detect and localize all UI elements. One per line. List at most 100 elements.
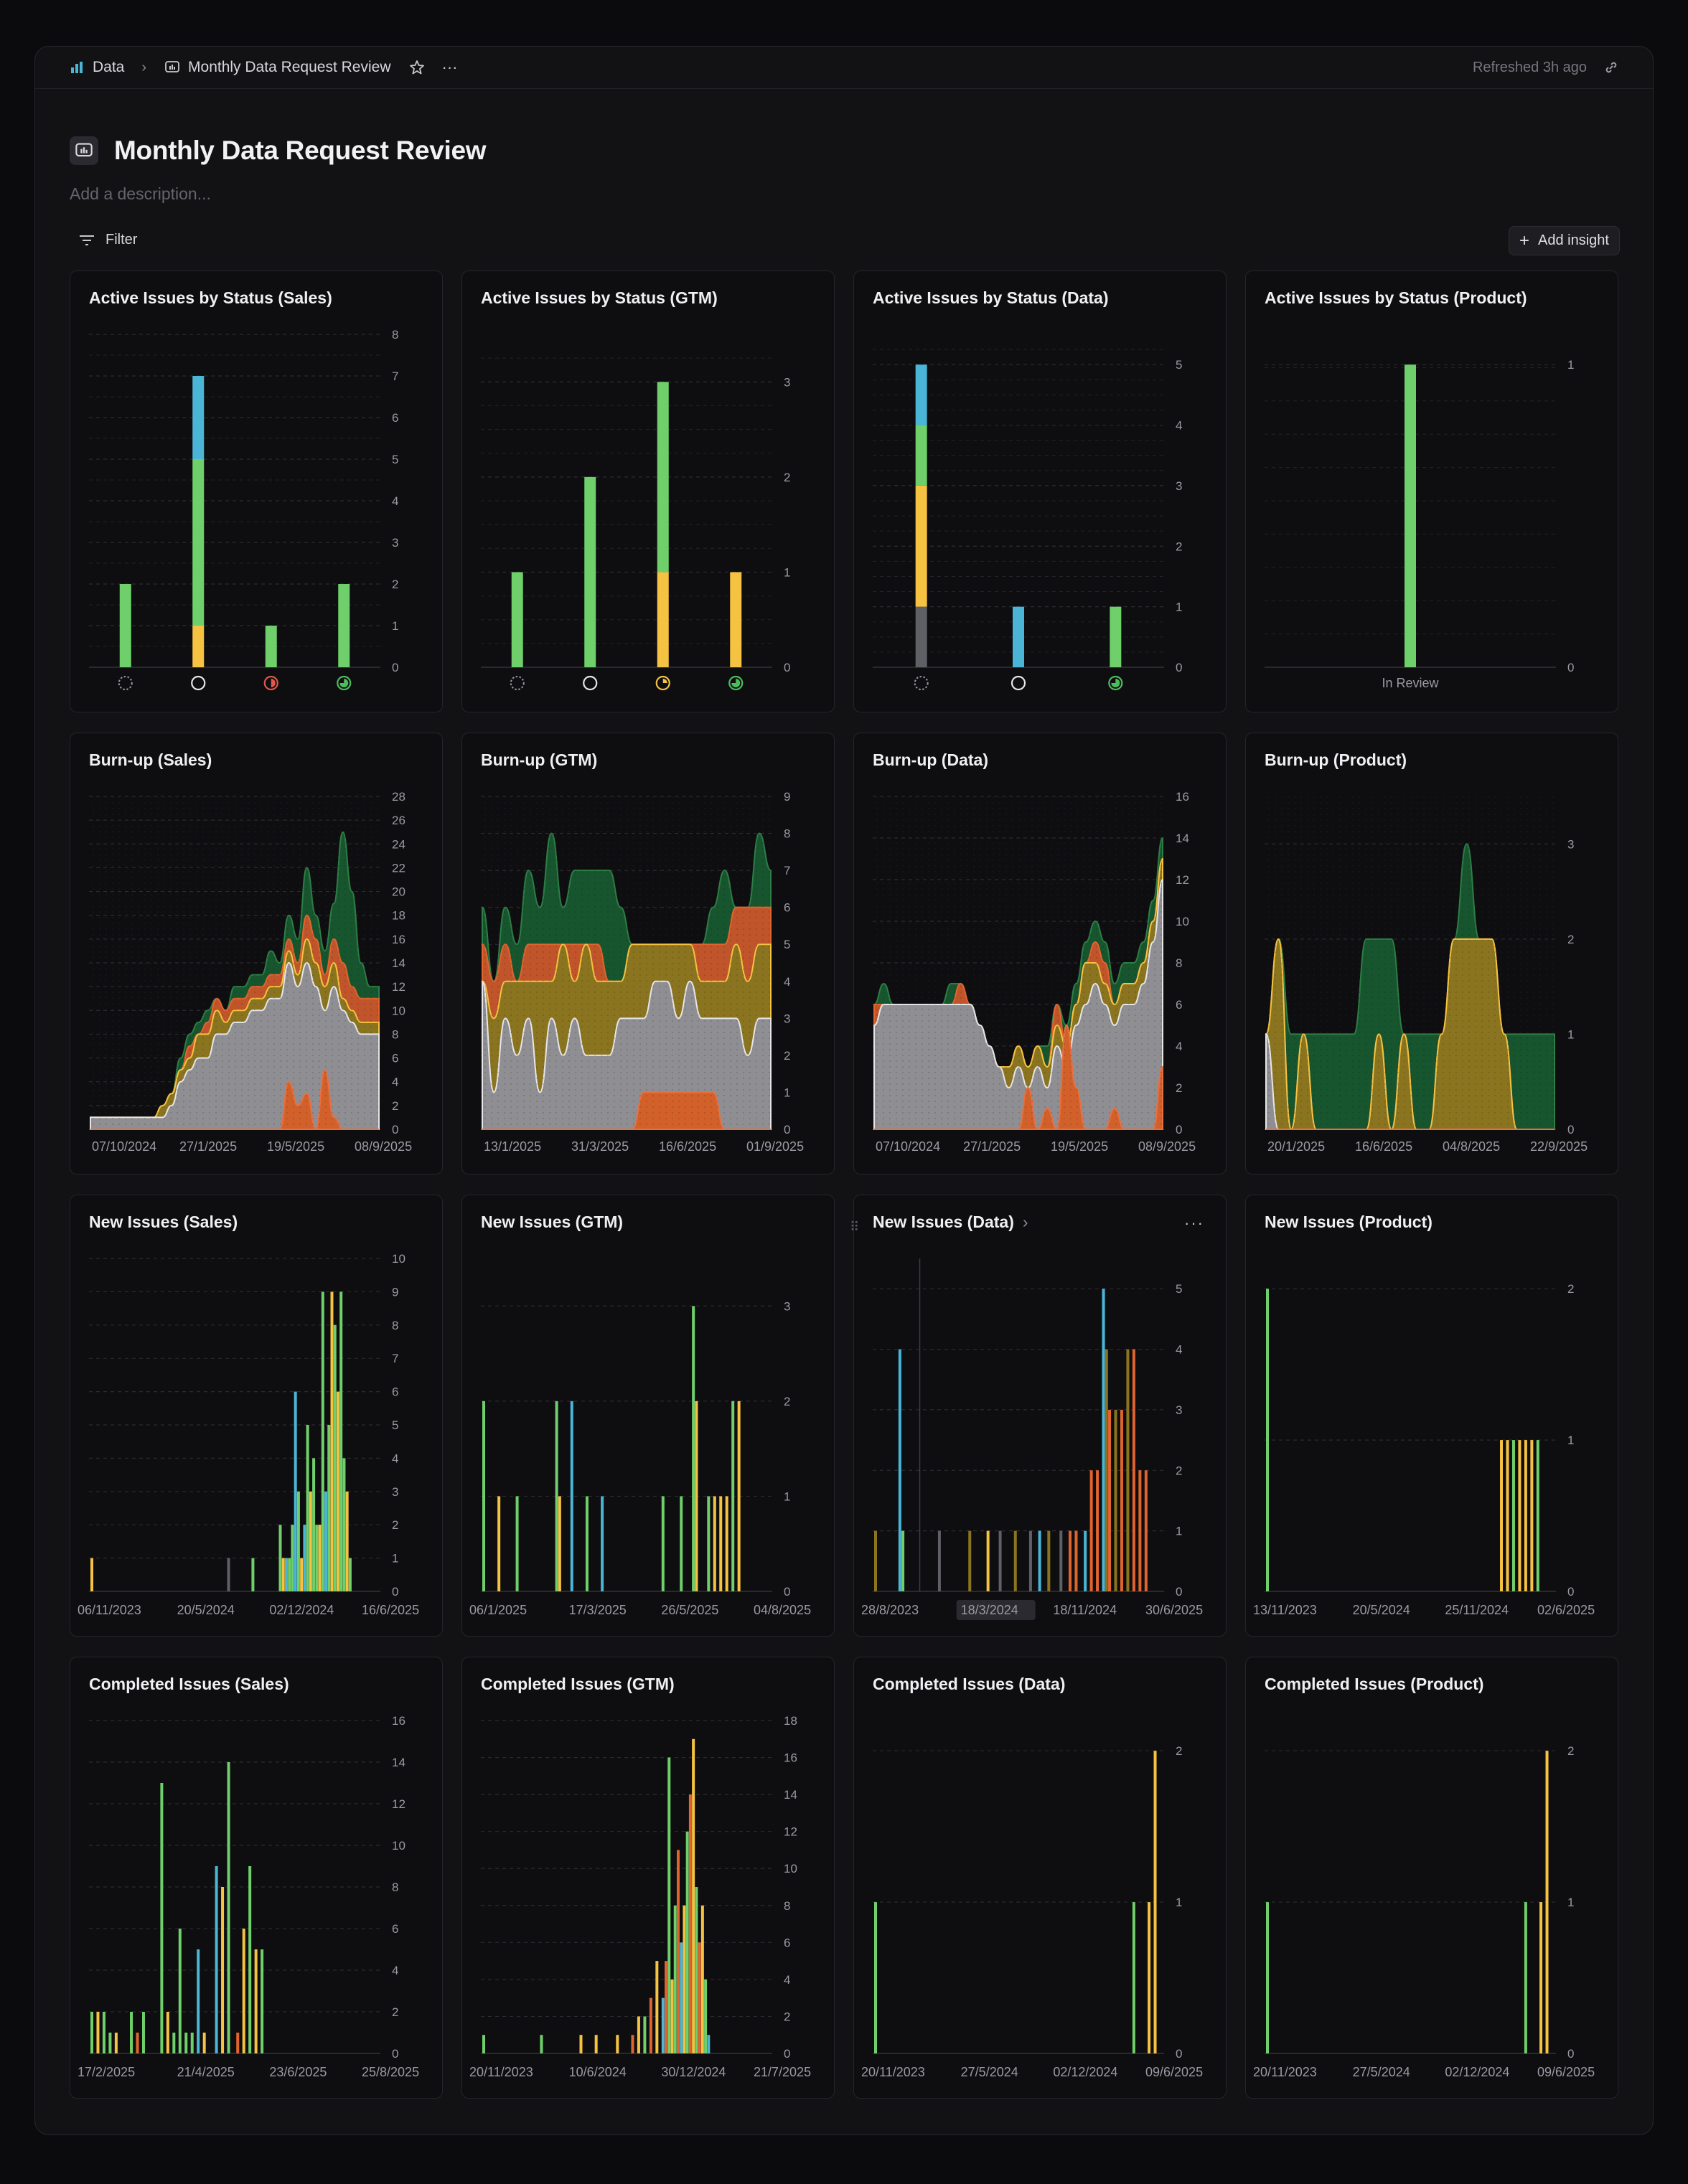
bar-segment[interactable] xyxy=(915,425,927,486)
bar[interactable] xyxy=(242,1929,245,2053)
drag-handle-icon[interactable]: ⠿ xyxy=(850,1220,860,1234)
insight-card[interactable]: 0 1 In Review Active Issues by Status (Prod… xyxy=(1245,270,1618,712)
bar[interactable] xyxy=(497,1496,501,1591)
bar-segment[interactable] xyxy=(1405,364,1416,667)
bar[interactable] xyxy=(1506,1440,1509,1591)
bar[interactable] xyxy=(1120,1409,1123,1591)
breadcrumb-root[interactable]: Data xyxy=(93,59,125,75)
bar[interactable] xyxy=(676,1850,680,2053)
bar[interactable] xyxy=(102,2012,106,2053)
bar[interactable] xyxy=(1047,1530,1051,1591)
bar[interactable] xyxy=(261,1949,264,2053)
bar[interactable] xyxy=(631,2035,634,2053)
bar[interactable] xyxy=(1524,1440,1527,1591)
bar[interactable] xyxy=(166,2012,169,2053)
bar[interactable] xyxy=(141,2012,145,2053)
bar[interactable] xyxy=(585,1496,589,1591)
bar[interactable] xyxy=(482,2035,485,2053)
bar[interactable] xyxy=(594,2035,598,2053)
bar[interactable] xyxy=(692,1306,695,1591)
insight-card[interactable]: 0 1 2 3 4 5 6 7 8 9 10 06/11/2023 20/5/2024 02/12/202… xyxy=(70,1195,443,1637)
bar[interactable] xyxy=(251,1558,255,1591)
bar[interactable] xyxy=(178,1929,182,2053)
bar[interactable] xyxy=(667,1757,671,2053)
bar[interactable] xyxy=(688,1794,692,2053)
bar[interactable] xyxy=(707,2035,711,2053)
bar[interactable] xyxy=(1074,1530,1078,1591)
bar-segment[interactable] xyxy=(1013,606,1024,667)
bar-segment[interactable] xyxy=(584,476,596,667)
bar[interactable] xyxy=(968,1530,972,1591)
insight-card[interactable]: 0 1 2 13/11/2023 20/5/2024 25/11/2024 02/6/202… xyxy=(1245,1195,1618,1637)
bar[interactable] xyxy=(327,1425,331,1591)
bar[interactable] xyxy=(601,1496,604,1591)
bar[interactable] xyxy=(579,2035,583,2053)
bar[interactable] xyxy=(937,1530,941,1591)
bar-segment[interactable] xyxy=(192,626,205,667)
bar[interactable] xyxy=(737,1401,741,1591)
bar[interactable] xyxy=(731,1401,735,1591)
bar[interactable] xyxy=(306,1425,309,1591)
insight-card[interactable]: 0 1 2 3 06/1/2025 17/3/2025 26/5/2025 04/8/2025… xyxy=(461,1195,835,1637)
bar[interactable] xyxy=(685,1831,689,2053)
bar[interactable] xyxy=(321,1291,324,1591)
bar[interactable] xyxy=(236,2033,240,2053)
bar[interactable] xyxy=(515,1496,519,1591)
bar[interactable] xyxy=(719,1496,723,1591)
bar[interactable] xyxy=(637,2016,640,2053)
insight-card[interactable]: 0 2 4 6 8 10 12 14 16 17/2/2025 21/4/2025 23/6/2025… xyxy=(70,1657,443,2099)
bar[interactable] xyxy=(1089,1470,1093,1591)
card-title[interactable]: Completed Issues (Data) xyxy=(873,1675,1065,1694)
bar[interactable] xyxy=(348,1558,352,1591)
bar[interactable] xyxy=(713,1496,716,1591)
bar[interactable] xyxy=(197,1949,200,2053)
bar[interactable] xyxy=(96,2012,100,2053)
bar[interactable] xyxy=(1144,1470,1148,1591)
bar-segment[interactable] xyxy=(265,626,277,667)
insight-card[interactable]: 0 2 4 6 8 10 12 14 16 18 20 22 24 26 28 07/10/2024 27/1/… xyxy=(70,733,443,1175)
bar[interactable] xyxy=(1126,1349,1130,1591)
bar[interactable] xyxy=(998,1530,1002,1591)
bar[interactable] xyxy=(898,1349,901,1591)
bar[interactable] xyxy=(227,1762,230,2053)
bar[interactable] xyxy=(482,1401,485,1591)
bar[interactable] xyxy=(172,2033,176,2053)
description-field[interactable]: Add a description... xyxy=(70,184,211,203)
card-title[interactable]: Active Issues by Status (Sales) xyxy=(89,288,332,308)
bar-segment[interactable] xyxy=(192,459,205,626)
bar[interactable] xyxy=(291,1525,294,1591)
bar[interactable] xyxy=(680,1496,683,1591)
bar[interactable] xyxy=(986,1530,990,1591)
bar[interactable] xyxy=(643,2016,647,2053)
bar[interactable] xyxy=(345,1491,349,1591)
insight-card[interactable]: ··· ⠿ 0 1 2 3 4 5 28/8/2023 18/3/2024 18/11/2024 30… xyxy=(850,1195,1227,1637)
bar[interactable] xyxy=(1266,1289,1269,1591)
bar[interactable] xyxy=(1539,1902,1543,2053)
bar[interactable] xyxy=(1132,1349,1135,1591)
bar[interactable] xyxy=(695,1401,698,1591)
bar[interactable] xyxy=(655,1961,659,2053)
bar[interactable] xyxy=(665,1961,668,2053)
bar[interactable] xyxy=(1536,1440,1539,1591)
bar[interactable] xyxy=(698,1942,701,2053)
card-more-icon[interactable]: ··· xyxy=(1184,1214,1204,1232)
insight-card[interactable]: 0 1 2 3 20/1/2025 16/6/2025 04/8/2025 22/9/2025… xyxy=(1245,733,1618,1175)
bar[interactable] xyxy=(336,1391,339,1591)
bar[interactable] xyxy=(342,1458,346,1591)
bar[interactable] xyxy=(1524,1902,1527,2053)
bar[interactable] xyxy=(1153,1751,1157,2053)
bar[interactable] xyxy=(1148,1902,1151,2053)
bar[interactable] xyxy=(570,1401,573,1591)
bar-segment[interactable] xyxy=(657,572,669,667)
card-title[interactable]: Active Issues by Status (Product) xyxy=(1265,288,1527,308)
bar[interactable] xyxy=(649,1997,652,2053)
bar[interactable] xyxy=(683,1905,686,2053)
insight-card[interactable]: 0 2 4 6 8 10 12 14 16 07/10/2024 27/1/2025 19/5/202… xyxy=(853,733,1227,1175)
bar[interactable] xyxy=(1108,1409,1112,1591)
bar[interactable] xyxy=(1028,1530,1032,1591)
insight-card[interactable]: 0 1 2 3 4 5 6 7 8 Active Issues by Status (Sales) xyxy=(70,270,443,712)
bar[interactable] xyxy=(707,1496,711,1591)
bar[interactable] xyxy=(874,1902,877,2053)
star-icon[interactable] xyxy=(408,59,426,76)
bar[interactable] xyxy=(673,1905,677,2053)
